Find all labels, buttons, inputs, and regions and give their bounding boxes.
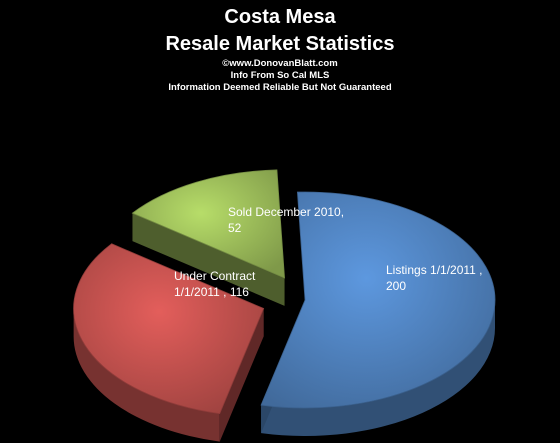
- slice-label-1: Under Contract 1/1/2011 , 116: [174, 269, 256, 299]
- chart-header: Costa Mesa Resale Market Statistics ©www…: [0, 4, 560, 94]
- chart-title-line-1: Costa Mesa: [224, 6, 336, 28]
- pie-slice-0: [260, 191, 496, 409]
- chart-subtitle-disclaimer: Information Deemed Reliable But Not Guar…: [168, 82, 392, 93]
- chart-title-line-2: Resale Market Statistics: [165, 33, 395, 55]
- slice-label-0: Listings 1/1/2011 , 200: [386, 263, 483, 293]
- slice-label-2: Sold December 2010, 52: [228, 205, 344, 235]
- pie-slice-1: [73, 243, 265, 415]
- chart-subtitle-source: Info From So Cal MLS: [230, 70, 330, 81]
- chart-subtitle-copyright: ©www.DonovanBlatt.com: [222, 58, 338, 69]
- pie-slice-2: [131, 169, 285, 279]
